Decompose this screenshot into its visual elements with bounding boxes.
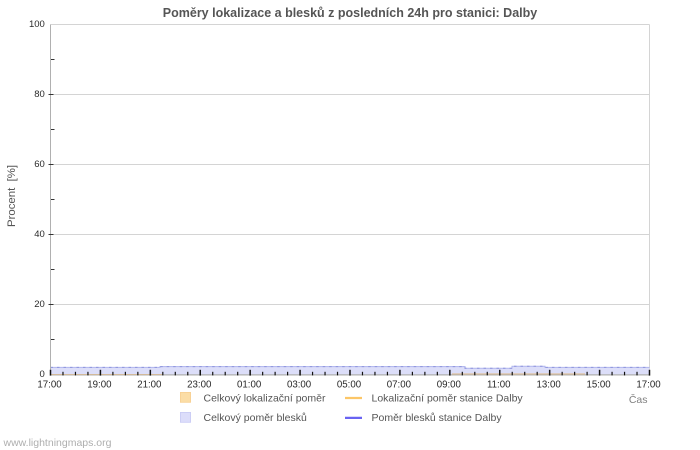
svg-text:Poměry lokalizace a blesků z p: Poměry lokalizace a blesků z posledních … xyxy=(163,6,537,20)
svg-text:17:00: 17:00 xyxy=(37,380,62,391)
svg-text:07:00: 07:00 xyxy=(387,380,412,391)
svg-text:20: 20 xyxy=(34,299,45,310)
svg-text:Poměr blesků stanice Dalby: Poměr blesků stanice Dalby xyxy=(372,412,503,424)
svg-text:Celkový poměr blesků: Celkový poměr blesků xyxy=(204,412,307,424)
svg-text:05:00: 05:00 xyxy=(337,380,362,391)
svg-text:21:00: 21:00 xyxy=(137,380,162,391)
svg-text:www.lightningmaps.org: www.lightningmaps.org xyxy=(3,437,112,449)
svg-text:0: 0 xyxy=(40,369,45,380)
svg-text:11:00: 11:00 xyxy=(487,380,511,391)
svg-text:19:00: 19:00 xyxy=(87,380,112,391)
svg-text:01:00: 01:00 xyxy=(237,380,262,391)
svg-text:Lokalizační poměr stanice Dalb: Lokalizační poměr stanice Dalby xyxy=(372,393,524,405)
svg-text:15:00: 15:00 xyxy=(586,380,611,391)
svg-text:80: 80 xyxy=(34,89,45,100)
svg-text:Procent [%]: Procent [%] xyxy=(6,165,18,227)
svg-text:Čas: Čas xyxy=(629,393,648,406)
svg-text:40: 40 xyxy=(34,229,45,240)
svg-text:60: 60 xyxy=(34,159,45,170)
svg-text:09:00: 09:00 xyxy=(437,380,462,391)
svg-text:23:00: 23:00 xyxy=(187,380,212,391)
svg-text:Celkový lokalizační poměr: Celkový lokalizační poměr xyxy=(204,393,326,405)
svg-text:13:00: 13:00 xyxy=(537,380,562,391)
svg-text:100: 100 xyxy=(29,19,45,30)
svg-text:03:00: 03:00 xyxy=(287,380,312,391)
svg-text:17:00: 17:00 xyxy=(636,380,661,391)
